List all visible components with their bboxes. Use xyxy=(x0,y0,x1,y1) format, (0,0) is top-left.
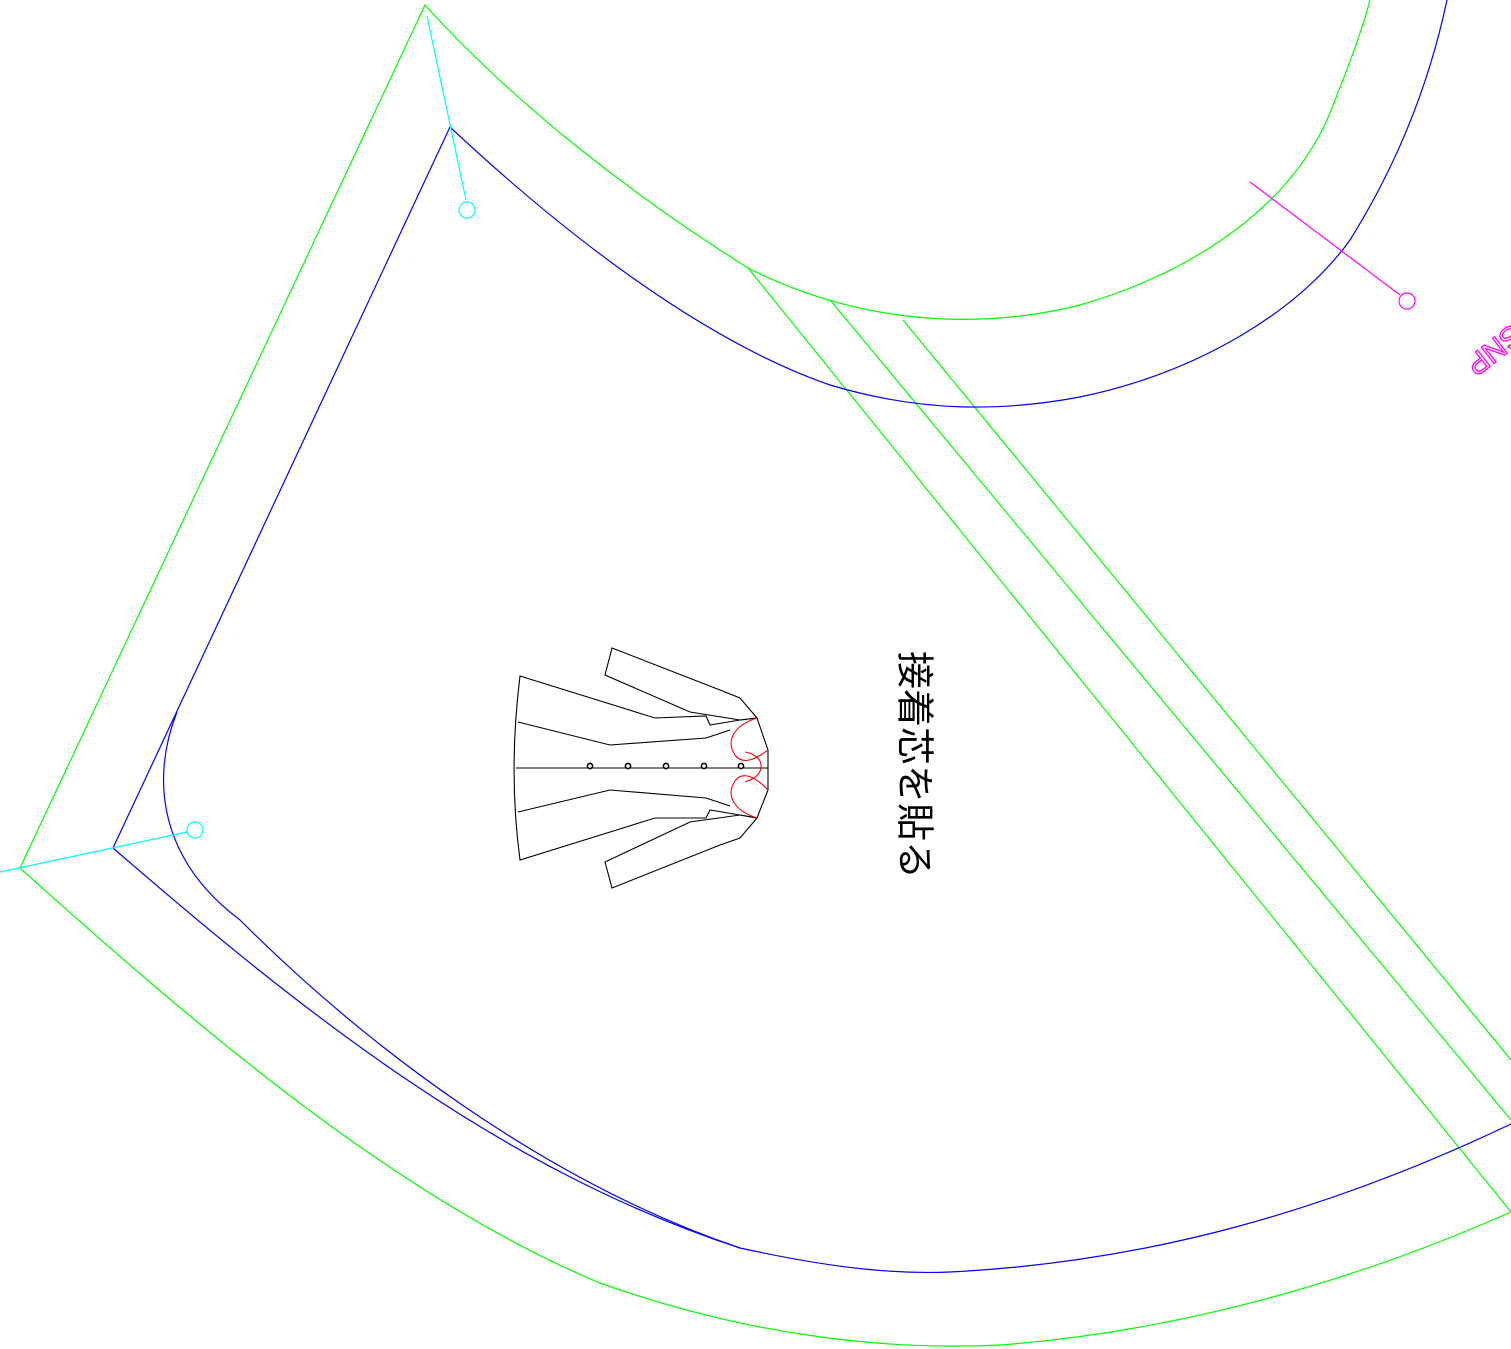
facing-line-3 xyxy=(902,319,1511,1061)
jacket-sleeve-bottom xyxy=(604,814,759,889)
seam-allowance-hem xyxy=(19,867,1511,1347)
finished-rounded-corner xyxy=(162,711,741,1249)
lapel-upper xyxy=(730,717,769,761)
jacket-seam-1 xyxy=(517,721,731,746)
facing-line-1 xyxy=(747,267,1511,1213)
jacket-sleeve-top xyxy=(604,647,759,721)
lapel-lower xyxy=(730,775,769,819)
snp-marker xyxy=(1249,181,1416,310)
snp-marker-line xyxy=(1249,181,1401,296)
jacket-button xyxy=(700,762,708,770)
jacket-button xyxy=(662,762,670,770)
seam-allowance-outline xyxy=(19,0,1371,869)
facing-line-2 xyxy=(829,299,1511,1121)
jacket-icon xyxy=(513,647,769,889)
interlining-highlight xyxy=(730,717,769,819)
instruction-label: 接着芯を貼る xyxy=(893,651,937,879)
finished-lines xyxy=(112,0,1511,1274)
finished-outline xyxy=(112,0,1448,849)
notch-markers xyxy=(0,15,476,873)
jacket-button xyxy=(737,762,745,770)
notch-left xyxy=(0,821,204,873)
collar-stand xyxy=(744,751,762,783)
notch-top-circle xyxy=(458,201,476,219)
seam-allowance-lines xyxy=(19,0,1511,1347)
snp-marker-circle xyxy=(1398,292,1416,310)
notch-top-line xyxy=(426,15,467,201)
notch-left-line xyxy=(0,831,188,873)
jacket-button xyxy=(586,762,594,770)
jacket-buttons xyxy=(586,762,745,770)
snp-label: SNP xyxy=(1459,317,1511,381)
notch-left-circle xyxy=(186,821,204,839)
jacket-button xyxy=(624,762,632,770)
notch-top xyxy=(426,15,476,219)
jacket-seam-2 xyxy=(517,789,731,813)
finished-hem xyxy=(112,847,1511,1274)
